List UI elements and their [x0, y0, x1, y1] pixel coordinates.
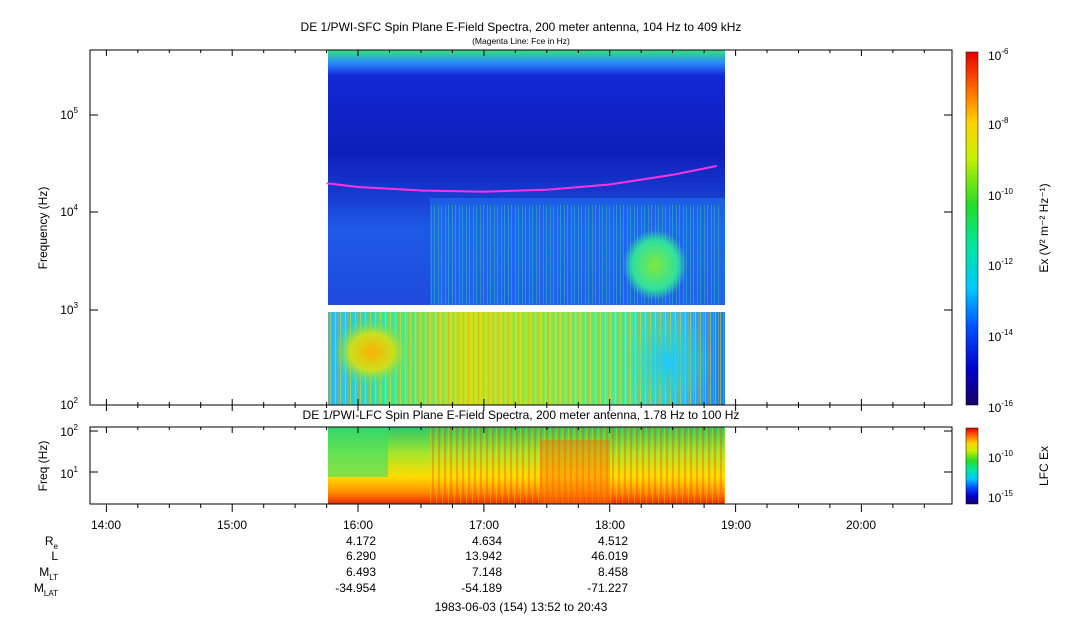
top-colorbar-frame [965, 51, 979, 406]
bottom-colorbar-gradient [966, 428, 978, 504]
ephem-value: -34.954 [335, 581, 376, 595]
top-y-tick-label: 103 [60, 301, 78, 317]
bottom-colorbar-frame [965, 427, 979, 505]
top-y-tick-label: 104 [60, 203, 78, 219]
bottom-panel-title: DE 1/PWI-LFC Spin Plane E-Field Spectra,… [303, 408, 740, 422]
top-plot-area [89, 49, 953, 406]
top-colorbar-gradient [966, 52, 978, 405]
top-colorbar-label: Ex (V² m⁻² Hz⁻¹) [1037, 183, 1051, 272]
bottom-colorbar: 10-10 10-15 LFC Ex [965, 427, 1051, 505]
ephemeris-table: Re L MLT MLAT 4.172 4.634 4.512 6.290 13… [34, 534, 628, 598]
time-axis: 14:00 15:00 16:00 17:00 18:00 19:00 20:0… [91, 50, 925, 532]
ephem-value: 6.290 [346, 549, 376, 563]
bottom-plot-frame [89, 426, 953, 505]
ephem-value: 13.942 [465, 549, 502, 563]
ephem-value: 7.148 [472, 565, 502, 579]
top-y-tick-label: 105 [60, 106, 78, 122]
x-tick-label: 14:00 [91, 518, 121, 532]
bottom-plot-area [89, 426, 953, 505]
lfc-intense-band [540, 440, 610, 504]
sfc-cool-region [624, 316, 712, 408]
bottom-y-tick-label: 101 [60, 465, 78, 481]
bottom-y-axis: 102 101 [60, 423, 952, 481]
sfc-spectrogram-image [328, 50, 725, 408]
time-range-footer: 1983-06-03 (154) 13:52 to 20:43 [435, 600, 608, 614]
bottom-colorbar-tick: 10-15 [988, 489, 1013, 505]
top-plot-frame [89, 49, 953, 406]
sfc-hot-region [332, 318, 412, 386]
top-y-axis: 102 103 104 105 [60, 106, 952, 412]
x-tick-label: 20:00 [846, 518, 876, 532]
ephem-value: 46.019 [591, 549, 628, 563]
top-y-tick-label: 102 [60, 396, 78, 412]
top-panel-title: DE 1/PWI-SFC Spin Plane E-Field Spectra,… [301, 20, 742, 34]
top-panel-ylabel: Frequency (Hz) [36, 187, 50, 270]
ephem-value: -71.227 [587, 581, 628, 595]
ephem-label-mlt: MLT [39, 565, 58, 582]
x-tick-label: 15:00 [217, 518, 247, 532]
ephem-value: -54.189 [461, 581, 502, 595]
ephem-label-mlat: MLAT [34, 581, 58, 598]
ephem-value: 6.493 [346, 565, 376, 579]
ephem-label-re: Re [45, 534, 59, 551]
top-colorbar-tick: 10-8 [988, 116, 1009, 132]
bottom-y-tick-label: 102 [60, 423, 78, 439]
top-colorbar: 10-6 10-8 10-10 10-12 10-14 10-16 Ex (V²… [965, 47, 1051, 415]
lfc-quiet-region [328, 427, 388, 477]
top-colorbar-tick: 10-12 [988, 257, 1013, 273]
x-tick-label: 19:00 [721, 518, 751, 532]
top-panel-subtitle: (Magenta Line: Fce in Hz) [472, 36, 570, 46]
top-colorbar-tick: 10-14 [988, 328, 1013, 344]
x-tick-label: 16:00 [343, 518, 373, 532]
x-tick-label: 18:00 [595, 518, 625, 532]
bottom-colorbar-tick: 10-10 [988, 449, 1013, 465]
ephem-value: 4.172 [346, 534, 376, 548]
ephem-value: 4.634 [472, 534, 502, 548]
bottom-panel-ylabel: Freq (Hz) [36, 441, 50, 492]
fce-magenta-line [326, 165, 717, 193]
x-tick-label: 17:00 [469, 518, 499, 532]
ephem-value: 8.458 [598, 565, 628, 579]
top-colorbar-tick: 10-16 [988, 399, 1013, 415]
sfc-emission-patch [623, 230, 687, 300]
ephem-value: 4.512 [598, 534, 628, 548]
bottom-colorbar-label: LFC Ex [1037, 446, 1051, 486]
ephem-label-l: L [51, 549, 58, 563]
lfc-streaks [430, 427, 725, 504]
top-colorbar-tick: 10-10 [988, 187, 1013, 203]
top-colorbar-tick: 10-6 [988, 47, 1009, 63]
lfc-spectrogram-image [328, 427, 725, 504]
